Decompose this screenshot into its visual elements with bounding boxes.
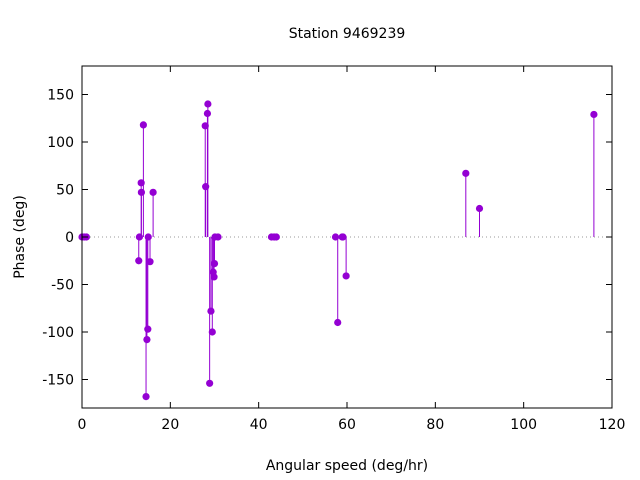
data-point: [462, 169, 470, 177]
y-axis-label: Phase (deg): [12, 195, 28, 279]
data-point: [214, 233, 222, 241]
y-tick-label: 100: [47, 135, 74, 151]
data-point: [590, 110, 598, 119]
data-point: [208, 328, 216, 336]
x-tick-label: 40: [250, 417, 268, 433]
x-tick-label: 60: [338, 417, 356, 433]
data-point: [202, 183, 210, 191]
data-point: [143, 336, 151, 344]
data-point: [135, 257, 143, 265]
y-tick-label: -150: [42, 373, 74, 389]
data-point: [139, 121, 147, 129]
data-point: [204, 100, 212, 108]
data-point: [137, 179, 145, 187]
data-point: [210, 273, 218, 281]
point-layer: [78, 100, 598, 401]
data-point: [144, 233, 152, 241]
y-tick-label: -100: [42, 325, 74, 341]
data-point: [203, 109, 212, 118]
data-point: [149, 188, 157, 196]
data-point: [137, 188, 146, 196]
x-axis-ticks: 0 20 40 60 80 100 120: [78, 66, 626, 433]
data-point: [142, 393, 150, 401]
y-tick-label: -50: [51, 278, 74, 294]
x-tick-label: 80: [426, 417, 444, 433]
data-point: [201, 122, 209, 130]
x-tick-label: 20: [161, 417, 179, 433]
data-point: [135, 233, 144, 241]
y-axis-ticks: -150 -100 -50 0 50 100 150: [42, 88, 612, 389]
data-point: [206, 379, 214, 387]
chart-title: Station 9469239: [289, 26, 406, 42]
data-point: [146, 258, 154, 266]
data-point: [207, 307, 215, 315]
data-point: [339, 233, 347, 241]
x-tick-label: 120: [599, 417, 626, 433]
y-tick-label: 50: [56, 183, 74, 199]
data-point: [334, 318, 342, 327]
data-point: [331, 233, 340, 241]
x-tick-label: 100: [510, 417, 537, 433]
data-point: [475, 204, 484, 213]
data-point: [272, 233, 280, 241]
data-point: [342, 272, 350, 280]
impulse-layer: [138, 104, 595, 397]
y-tick-label: 150: [47, 88, 74, 104]
x-tick-label: 0: [78, 417, 87, 433]
data-point: [210, 260, 219, 268]
y-tick-label: 0: [65, 230, 74, 246]
x-axis-label: Angular speed (deg/hr): [266, 458, 428, 474]
data-point: [144, 325, 152, 333]
